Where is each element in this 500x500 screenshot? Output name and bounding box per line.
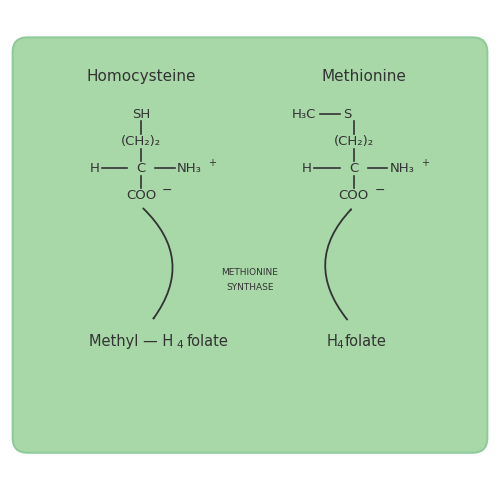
Text: S: S	[343, 108, 351, 120]
Text: NH₃: NH₃	[177, 162, 202, 175]
Text: folate: folate	[186, 334, 228, 349]
FancyBboxPatch shape	[12, 38, 488, 453]
Text: H₃C: H₃C	[292, 108, 316, 120]
FancyArrowPatch shape	[143, 208, 172, 318]
Text: H: H	[90, 162, 99, 175]
Text: COO: COO	[126, 189, 156, 202]
Text: 4: 4	[176, 340, 183, 350]
Text: (CH₂)₂: (CH₂)₂	[334, 134, 374, 147]
Text: Methionine: Methionine	[322, 70, 406, 84]
Text: H: H	[302, 162, 312, 175]
Text: −: −	[374, 184, 385, 197]
Text: Homocysteine: Homocysteine	[86, 70, 196, 84]
Text: +: +	[420, 158, 428, 168]
Text: METHIONINE: METHIONINE	[222, 268, 278, 277]
Text: +: +	[208, 158, 216, 168]
Text: folate: folate	[345, 334, 387, 349]
Text: C: C	[349, 162, 358, 175]
Text: 4: 4	[336, 340, 344, 350]
Text: H: H	[326, 334, 338, 349]
Text: COO: COO	[338, 189, 369, 202]
Text: (CH₂)₂: (CH₂)₂	[121, 134, 162, 147]
Text: Methyl — H: Methyl — H	[90, 334, 174, 349]
Text: SH: SH	[132, 108, 150, 120]
FancyArrowPatch shape	[325, 210, 351, 320]
Text: NH₃: NH₃	[390, 162, 414, 175]
Text: SYNTHASE: SYNTHASE	[226, 282, 274, 292]
Text: −: −	[162, 184, 172, 197]
Text: C: C	[136, 162, 146, 175]
